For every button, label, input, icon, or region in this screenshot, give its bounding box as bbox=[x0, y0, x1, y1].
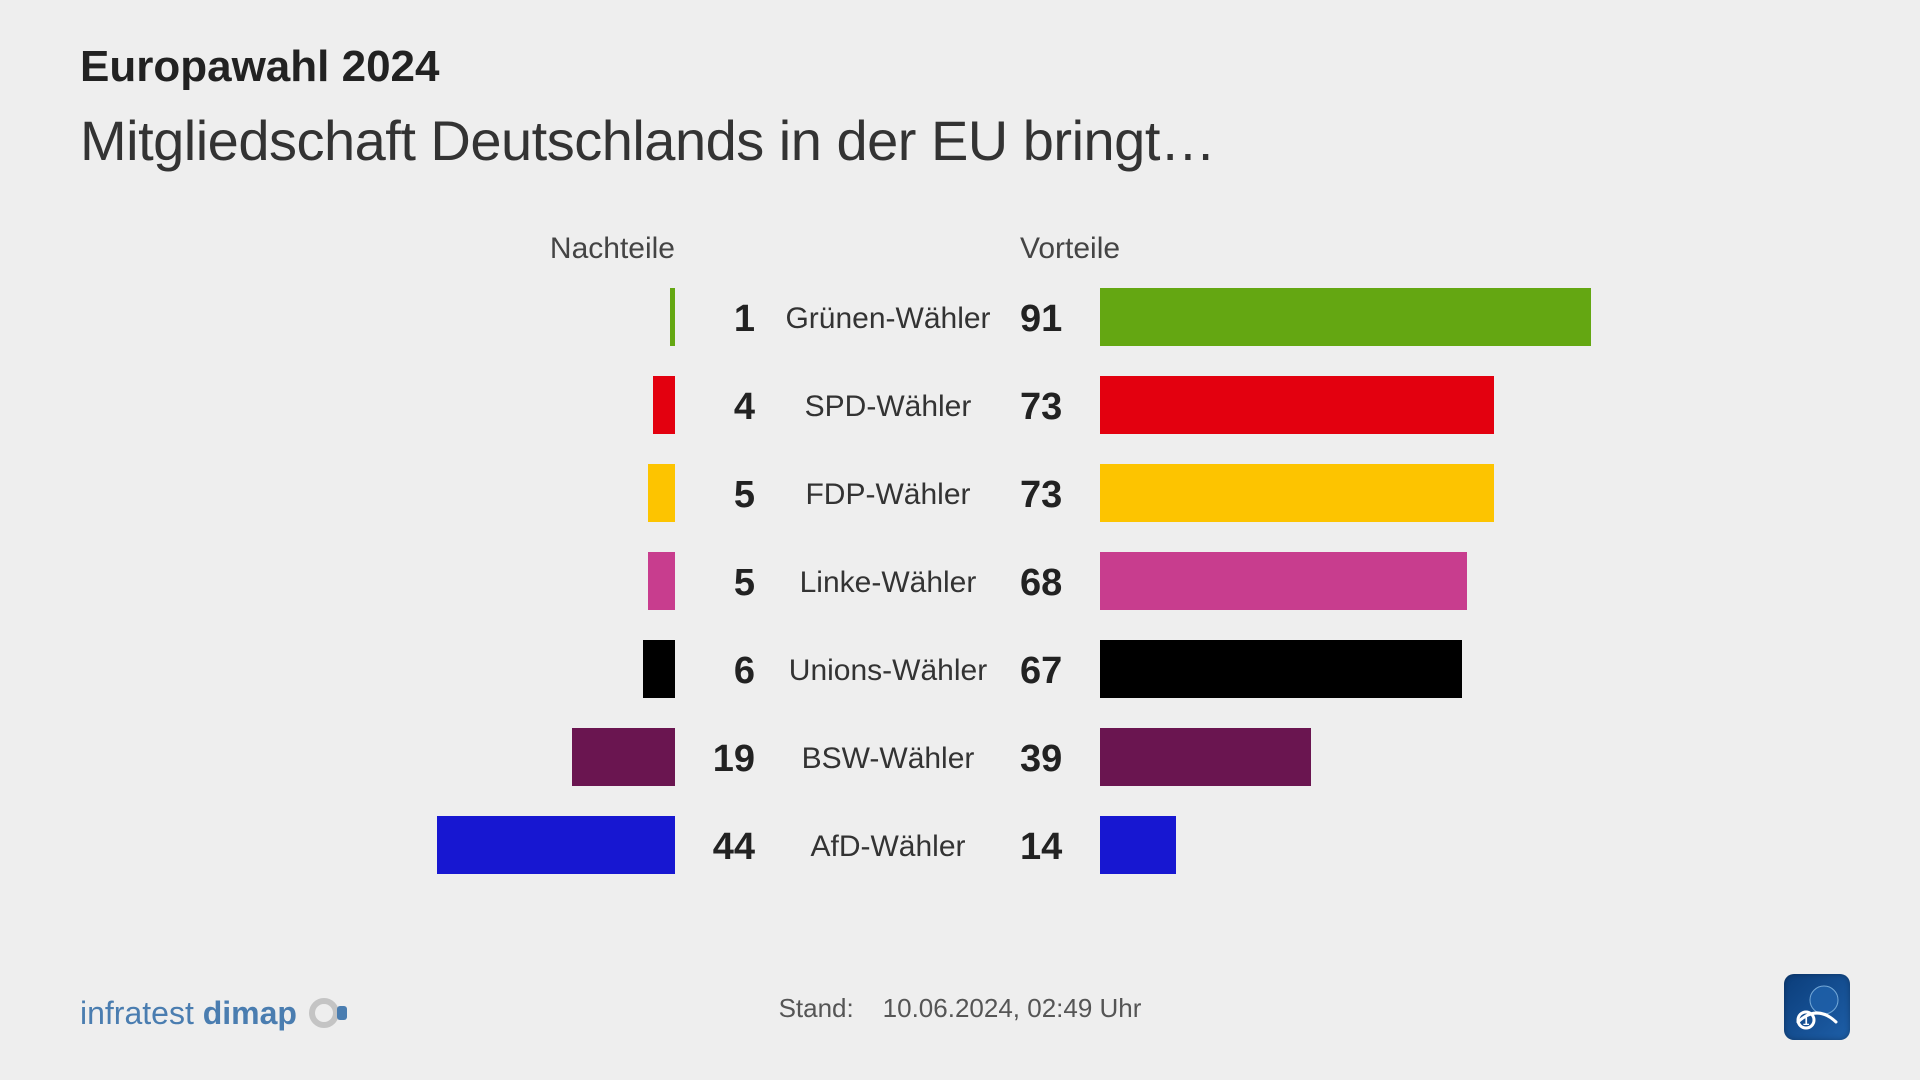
value-left: 1 bbox=[734, 298, 755, 341]
bar-left bbox=[648, 464, 675, 522]
category-label: SPD-Wähler bbox=[763, 390, 1013, 424]
bar-left bbox=[437, 816, 675, 874]
value-left: 4 bbox=[734, 386, 755, 429]
svg-text:1: 1 bbox=[1803, 1014, 1810, 1028]
bar-right bbox=[1100, 728, 1311, 786]
column-header-right: Vorteile bbox=[1020, 232, 1120, 266]
value-right: 73 bbox=[1020, 386, 1062, 429]
bar-left bbox=[572, 728, 675, 786]
value-right: 73 bbox=[1020, 474, 1062, 517]
chart-supertitle: Europawahl 2024 bbox=[80, 42, 439, 92]
value-right: 14 bbox=[1020, 826, 1062, 869]
chart-title: Mitgliedschaft Deutschlands in der EU br… bbox=[80, 108, 1215, 173]
footer-timestamp: Stand: 10.06.2024, 02:49 Uhr bbox=[0, 993, 1920, 1024]
timestamp-value: 10.06.2024, 02:49 Uhr bbox=[883, 993, 1142, 1023]
chart-canvas: Europawahl 2024 Mitgliedschaft Deutschla… bbox=[0, 0, 1920, 1080]
value-left: 5 bbox=[734, 562, 755, 605]
chart-row: 5 68Linke-Wähler bbox=[0, 544, 1920, 632]
category-label: Linke-Wähler bbox=[763, 566, 1013, 600]
category-label: BSW-Wähler bbox=[763, 742, 1013, 776]
bar-right bbox=[1100, 640, 1462, 698]
bar-left bbox=[653, 376, 675, 434]
bar-right bbox=[1100, 552, 1467, 610]
bar-right bbox=[1100, 376, 1494, 434]
value-left: 6 bbox=[734, 650, 755, 693]
value-right: 68 bbox=[1020, 562, 1062, 605]
chart-row: 1 91Grünen-Wähler bbox=[0, 280, 1920, 368]
bar-left bbox=[648, 552, 675, 610]
value-right: 39 bbox=[1020, 738, 1062, 781]
bar-right bbox=[1100, 816, 1176, 874]
column-header-left: Nachteile bbox=[550, 232, 675, 266]
bar-left bbox=[643, 640, 675, 698]
value-left: 19 bbox=[713, 738, 755, 781]
bar-left bbox=[670, 288, 675, 346]
category-label: Unions-Wähler bbox=[763, 654, 1013, 688]
chart-row: 4 73SPD-Wähler bbox=[0, 368, 1920, 456]
chart-row: 19 39BSW-Wähler bbox=[0, 720, 1920, 808]
chart-rows: 191Grünen-Wähler473SPD-Wähler573FDP-Wähl… bbox=[0, 280, 1920, 896]
value-right: 67 bbox=[1020, 650, 1062, 693]
value-left: 5 bbox=[734, 474, 755, 517]
ard-logo-icon: 1 bbox=[1784, 974, 1850, 1040]
category-label: Grünen-Wähler bbox=[763, 302, 1013, 336]
timestamp-label: Stand: bbox=[779, 993, 854, 1023]
category-label: AfD-Wähler bbox=[763, 830, 1013, 864]
value-left: 44 bbox=[713, 826, 755, 869]
chart-row: 44 14AfD-Wähler bbox=[0, 808, 1920, 896]
bar-right bbox=[1100, 464, 1494, 522]
category-label: FDP-Wähler bbox=[763, 478, 1013, 512]
chart-row: 6 67Unions-Wähler bbox=[0, 632, 1920, 720]
bar-right bbox=[1100, 288, 1591, 346]
chart-row: 5 73FDP-Wähler bbox=[0, 456, 1920, 544]
value-right: 91 bbox=[1020, 298, 1062, 341]
